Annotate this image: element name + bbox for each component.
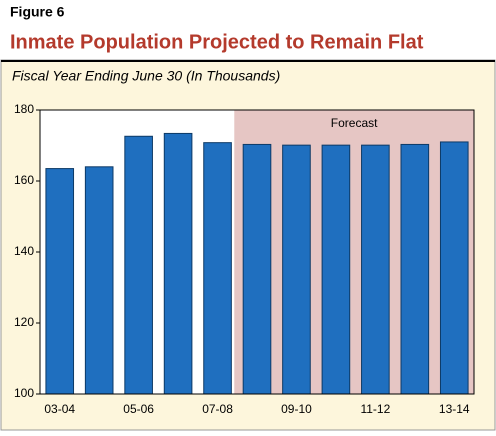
y-tick-label: 100 (14, 386, 34, 400)
x-tick-label: 03-04 (44, 402, 75, 416)
y-tick-label: 140 (14, 244, 34, 258)
x-tick-label: 13-14 (439, 402, 470, 416)
x-tick-label: 11-12 (360, 402, 390, 416)
chart-title: Inmate Population Projected to Remain Fl… (10, 31, 424, 53)
bar (242, 143, 272, 395)
x-tick-label: 05-06 (123, 402, 154, 416)
y-tick-label: 180 (14, 102, 34, 116)
bar (321, 144, 351, 395)
bar (361, 144, 390, 395)
forecast-region (234, 110, 474, 394)
subtitle: Fiscal Year Ending June 30 (In Thousands… (12, 68, 280, 84)
forecast-label: Forecast (331, 116, 378, 130)
y-tick-label: 120 (14, 315, 34, 329)
x-tick-label: 09-10 (281, 402, 312, 416)
bar (400, 143, 430, 395)
x-tick-label: 07-08 (202, 402, 233, 416)
bar (203, 142, 232, 395)
bar (124, 135, 153, 395)
bar (45, 168, 75, 395)
bar (163, 132, 193, 395)
plot-border (39, 109, 475, 395)
bar (282, 144, 311, 395)
figure-label: Figure 6 (10, 4, 65, 20)
y-tick-label: 160 (14, 173, 34, 187)
bar (84, 166, 114, 395)
bar (439, 141, 469, 395)
